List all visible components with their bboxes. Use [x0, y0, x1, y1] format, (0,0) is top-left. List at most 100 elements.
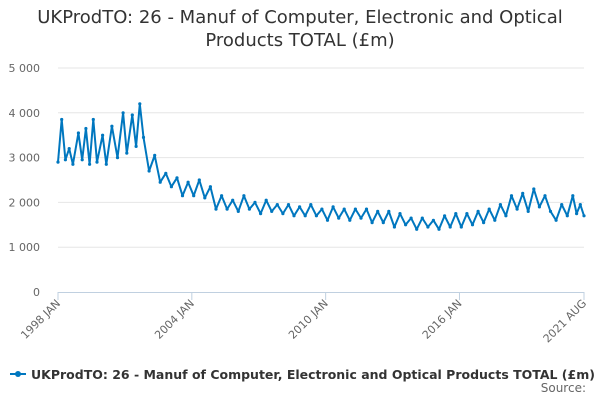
chart-title: UKProdTO: 26 - Manuf of Computer, Electr…: [0, 6, 600, 52]
legend-label: UKProdTO: 26 - Manuf of Computer, Electr…: [31, 366, 595, 382]
data-point: [275, 203, 279, 207]
grid-lines: [58, 67, 584, 248]
data-point: [242, 194, 246, 198]
data-point: [236, 209, 240, 213]
data-point: [164, 171, 168, 175]
data-point: [565, 214, 569, 218]
data-point: [560, 203, 564, 207]
data-point: [264, 198, 268, 202]
legend[interactable]: UKProdTO: 26 - Manuf of Computer, Electr…: [10, 364, 595, 384]
data-point: [286, 203, 291, 207]
data-point: [141, 135, 146, 139]
data-point: [582, 214, 586, 218]
data-point: [214, 207, 218, 211]
y-tick-label: 4 000: [9, 107, 41, 120]
data-point: [63, 158, 67, 162]
data-point: [80, 158, 84, 162]
data-point: [208, 185, 212, 189]
series-layer: [56, 102, 586, 231]
data-point: [270, 209, 274, 213]
data-point: [134, 144, 138, 148]
data-point: [325, 218, 330, 222]
chart-title-line-1: UKProdTO: 26 - Manuf of Computer, Electr…: [37, 7, 563, 28]
data-point: [101, 133, 105, 137]
source-text: Source:: [540, 381, 586, 395]
data-point: [88, 162, 92, 166]
data-point: [110, 124, 114, 128]
data-point: [220, 194, 224, 198]
data-point: [259, 212, 263, 216]
data-point: [448, 225, 452, 229]
data-point: [303, 214, 307, 218]
data-point: [342, 207, 346, 211]
data-point: [548, 209, 553, 213]
x-tick-label: 2010 JAN: [286, 297, 331, 342]
data-point: [314, 214, 318, 218]
data-point: [571, 194, 575, 198]
data-point: [91, 117, 95, 122]
data-point: [298, 205, 302, 209]
data-point: [543, 194, 547, 198]
x-tick-label: 2004 JAN: [152, 297, 197, 342]
data-point: [247, 207, 251, 211]
y-tick-label: 5 000: [9, 62, 41, 75]
data-point: [509, 194, 514, 198]
data-point: [482, 221, 486, 225]
data-point: [515, 207, 519, 211]
data-point: [158, 180, 162, 184]
data-point: [521, 191, 525, 195]
data-point: [504, 214, 508, 218]
data-point: [498, 203, 502, 207]
data-point: [526, 209, 530, 213]
data-point: [121, 111, 125, 115]
data-point: [431, 218, 435, 222]
data-point: [60, 117, 64, 122]
data-point: [125, 151, 129, 155]
data-point: [398, 212, 402, 216]
data-point: [415, 227, 419, 231]
data-point: [253, 200, 257, 204]
data-point: [537, 205, 542, 209]
data-point: [95, 160, 99, 164]
data-point: [364, 207, 369, 211]
data-point: [169, 185, 173, 189]
data-point: [578, 203, 582, 207]
x-tick-label: 2021 AUG: [541, 297, 590, 346]
data-point: [493, 218, 497, 222]
data-point: [532, 187, 536, 191]
data-point: [376, 209, 380, 213]
data-point: [404, 223, 408, 227]
data-point: [71, 162, 75, 166]
chart-title-line-2: Products TOTAL (£m): [205, 30, 395, 51]
data-point: [487, 207, 491, 211]
data-point: [320, 207, 324, 211]
data-point: [292, 214, 296, 218]
data-point: [76, 131, 80, 135]
data-point: [353, 207, 357, 211]
data-point: [147, 169, 151, 173]
data-point: [387, 209, 391, 213]
data-point: [459, 225, 463, 229]
y-tick-label: 0: [33, 286, 40, 299]
data-point: [115, 156, 120, 160]
data-point: [470, 223, 475, 227]
data-point: [331, 205, 335, 209]
data-point: [575, 212, 579, 216]
data-point: [192, 194, 196, 198]
data-point: [337, 216, 341, 220]
data-point: [381, 221, 385, 225]
x-tick-label: 2016 JAN: [420, 297, 465, 342]
x-tick-label: 1998 JAN: [18, 297, 63, 342]
x-axis: 1998 JAN 2004 JAN 2010 JAN 2016 JAN 2021 AUG: [18, 292, 589, 345]
data-point: [180, 194, 185, 198]
data-point: [465, 212, 469, 216]
y-tick-label: 2 000: [9, 196, 41, 209]
y-tick-label: 1 000: [9, 241, 41, 254]
data-point: [104, 162, 108, 166]
data-point: [392, 225, 396, 229]
data-point: [359, 216, 363, 220]
data-point: [138, 102, 142, 106]
data-point: [370, 221, 374, 225]
data-point: [203, 196, 207, 200]
